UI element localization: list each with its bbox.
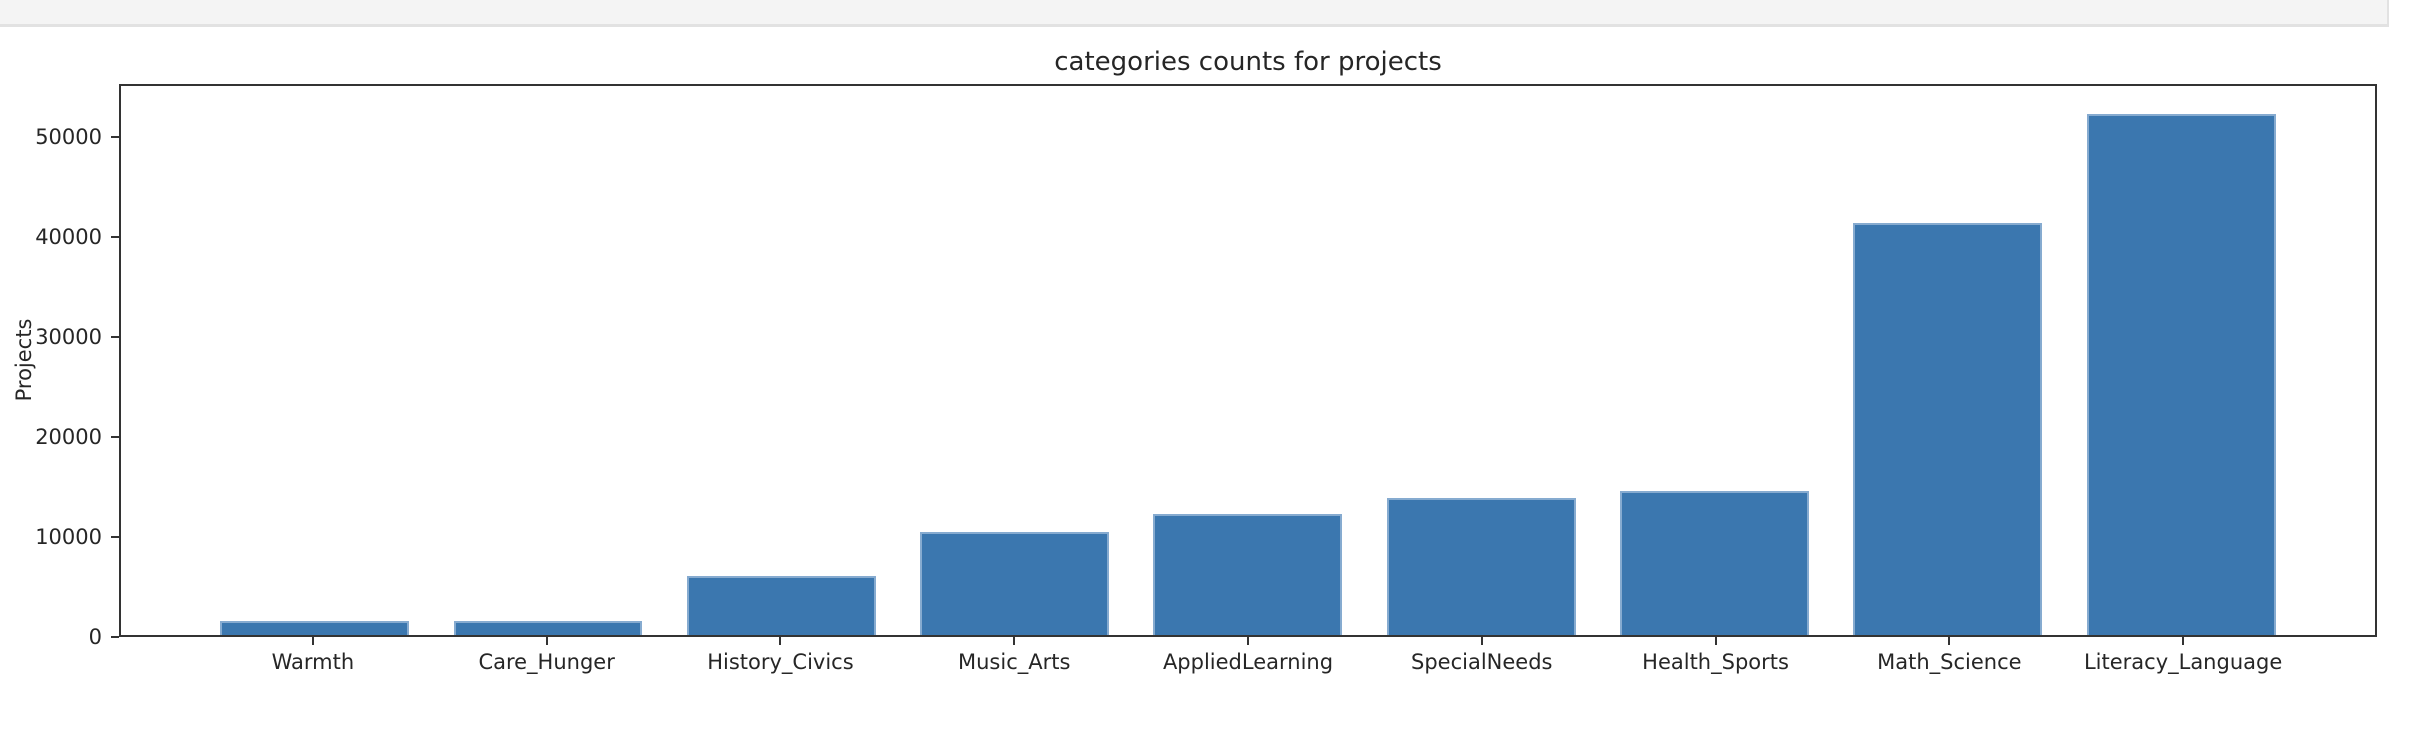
bar-slot-AppliedLearning: [1131, 86, 1364, 635]
window-top-strip: [0, 0, 2389, 27]
bar-slot-Warmth: [198, 86, 431, 635]
x-tick-mark-Warmth: [311, 637, 314, 645]
bar-History_Civics: [686, 576, 876, 635]
bar-AppliedLearning: [1153, 513, 1343, 635]
bar-Literacy_Language: [2086, 113, 2276, 635]
bar-slot-Math_Science: [1831, 86, 2064, 635]
x-tick-label-History_Civics: History_Civics: [707, 650, 854, 674]
x-tick-mark-Math_Science: [1948, 637, 1951, 645]
y-tick-mark-50000: [111, 136, 119, 138]
y-tick-label-20000: 20000: [35, 425, 102, 449]
x-tick-mark-SpecialNeeds: [1480, 637, 1483, 645]
bar-slot-History_Civics: [665, 86, 898, 635]
x-tick-mark-Literacy_Language: [2182, 637, 2185, 645]
bar-slot-Care_Hunger: [431, 86, 664, 635]
y-tick-label-30000: 30000: [35, 325, 102, 349]
x-tick-mark-Care_Hunger: [545, 637, 548, 645]
y-tick-mark-30000: [111, 336, 119, 338]
x-tick-label-Health_Sports: Health_Sports: [1642, 650, 1789, 674]
plot-area: [119, 84, 2377, 637]
x-tick-mark-AppliedLearning: [1247, 637, 1249, 645]
bar-Math_Science: [1853, 223, 2043, 635]
y-tick-mark-0: [111, 636, 119, 638]
y-tick-label-40000: 40000: [35, 225, 102, 249]
bar-Health_Sports: [1620, 491, 1810, 635]
y-tick-mark-40000: [111, 236, 119, 238]
bar-slot-Music_Arts: [898, 86, 1131, 635]
y-tick-mark-20000: [111, 436, 119, 438]
bar-slot-SpecialNeeds: [1365, 86, 1598, 635]
y-tick-label-0: 0: [88, 625, 102, 649]
x-tick-mark-Health_Sports: [1714, 637, 1717, 645]
y-tick-label-50000: 50000: [35, 125, 102, 149]
x-tick-mark-Music_Arts: [1013, 637, 1016, 645]
bar-SpecialNeeds: [1386, 498, 1576, 635]
y-tick-mark-10000: [111, 536, 119, 538]
x-tick-mark-History_Civics: [779, 637, 782, 645]
x-tick-label-Music_Arts: Music_Arts: [958, 650, 1071, 674]
x-tick-label-Math_Science: Math_Science: [1877, 650, 2022, 674]
bar-slot-Literacy_Language: [2065, 86, 2298, 635]
bars-container: [121, 86, 2375, 635]
x-tick-label-AppliedLearning: AppliedLearning: [1162, 650, 1334, 674]
x-tick-label-Literacy_Language: Literacy_Language: [2083, 650, 2283, 674]
x-tick-label-SpecialNeeds: SpecialNeeds: [1411, 650, 1553, 674]
x-tick-label-Care_Hunger: Care_Hunger: [478, 650, 615, 674]
bar-Care_Hunger: [453, 621, 643, 635]
bar-Warmth: [220, 621, 410, 635]
chart-title: categories counts for projects: [1054, 47, 1442, 77]
bar-Music_Arts: [920, 531, 1110, 635]
bar-slot-Health_Sports: [1598, 86, 1831, 635]
x-tick-label-Warmth: Warmth: [271, 650, 355, 674]
y-tick-label-10000: 10000: [35, 525, 102, 549]
